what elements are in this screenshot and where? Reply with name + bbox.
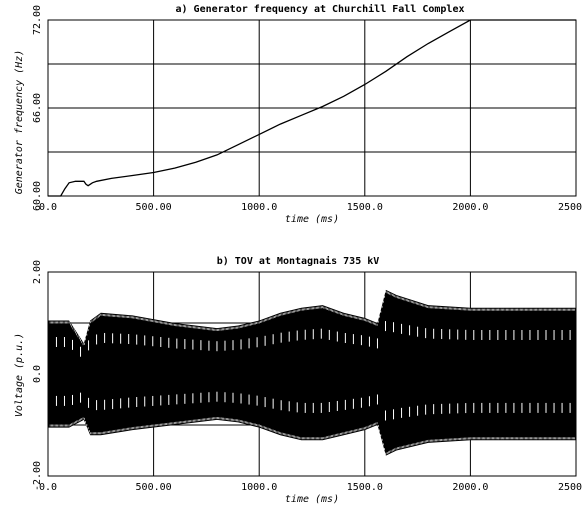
chart-a-y-tick-label: 72.00 <box>32 5 43 35</box>
chart-a-y-tick-labels: 60.00 66.00 72.00 <box>32 5 43 211</box>
chart-b: b) TOV at Montagnais 735 kV 0.0 500.00 100… <box>14 255 582 505</box>
chart-b-x-tick-labels: 0.0 500.00 1000.0 1500.0 2000.0 2500.0 <box>39 482 582 493</box>
chart-a-y-label: Generator frequency (Hz) <box>14 50 25 195</box>
chart-a-x-tick-label: 1500.0 <box>347 202 383 213</box>
chart-b-x-tick-label: 2500.0 <box>558 482 582 493</box>
chart-a-y-tick-label: 60.00 <box>32 181 43 211</box>
chart-b-x-tick-label: 0.0 <box>39 482 57 493</box>
chart-a: a) Generator frequency at Churchill Fall… <box>14 3 582 225</box>
chart-b-y-tick-label: 2.00 <box>32 260 43 284</box>
chart-b-envelope-fill <box>48 289 576 456</box>
chart-b-y-tick-label: 0.0 <box>32 365 43 383</box>
chart-b-x-tick-label: 500.00 <box>136 482 172 493</box>
chart-a-x-tick-label: 500.00 <box>136 202 172 213</box>
chart-a-x-tick-label: 0.0 <box>39 202 57 213</box>
chart-b-x-tick-label: 1000.0 <box>241 482 277 493</box>
chart-b-x-tick-label: 2000.0 <box>452 482 488 493</box>
chart-a-x-tick-label: 2500.0 <box>558 202 582 213</box>
chart-a-x-tick-label: 1000.0 <box>241 202 277 213</box>
chart-b-x-tick-label: 1500.0 <box>347 482 383 493</box>
chart-b-x-label: time (ms) <box>285 494 339 505</box>
chart-b-y-label: Voltage (p.u.) <box>14 333 25 417</box>
chart-b-y-tick-labels: -2.00 0.0 2.00 <box>32 260 43 491</box>
chart-b-voltage-envelope <box>48 289 576 456</box>
chart-a-x-label: time (ms) <box>285 214 339 225</box>
chart-b-y-tick-label: -2.00 <box>32 461 43 491</box>
chart-a-series-line <box>48 19 576 197</box>
chart-a-y-tick-label: 66.00 <box>32 93 43 123</box>
chart-a-frame <box>47 19 577 197</box>
chart-a-grid <box>48 20 576 196</box>
chart-a-title: a) Generator frequency at Churchill Fall… <box>176 3 465 15</box>
chart-b-title: b) TOV at Montagnais 735 kV <box>217 255 380 267</box>
chart-a-x-tick-labels: 0.0 500.00 1000.0 1500.0 2000.0 2500.0 <box>39 202 582 213</box>
chart-a-x-tick-label: 2000.0 <box>452 202 488 213</box>
